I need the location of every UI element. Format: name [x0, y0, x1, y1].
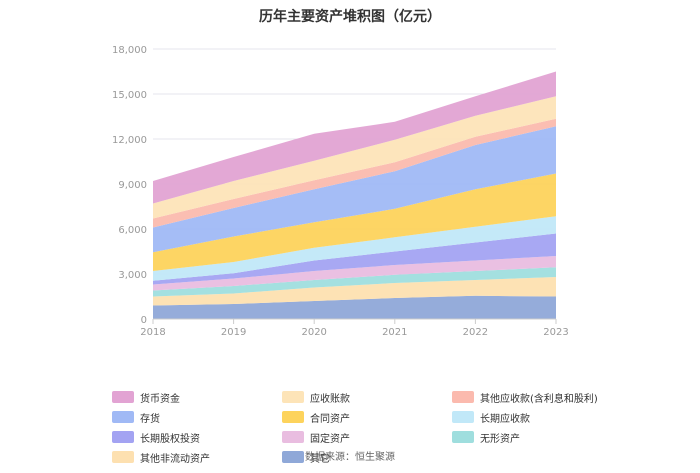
legend-item[interactable]: 长期应收款: [452, 407, 632, 427]
legend-swatch: [452, 411, 474, 423]
legend-item[interactable]: 长期股权投资: [112, 427, 282, 447]
x-tick-label: 2021: [382, 327, 407, 338]
legend-swatch: [452, 431, 474, 443]
legend-label: 其他应收款(含利息和股利): [480, 393, 598, 405]
area-series-货币资金: [153, 71, 556, 204]
legend-swatch: [452, 391, 474, 403]
area-series-其他非流动资产: [153, 277, 556, 306]
legend-label: 其他非流动资产: [140, 453, 210, 465]
legend-item[interactable]: 应收账款: [282, 387, 452, 407]
legend-item[interactable]: 存货: [112, 407, 282, 427]
legend-swatch: [282, 451, 304, 463]
legend-label: 固定资产: [310, 433, 350, 445]
legend-label: 长期股权投资: [140, 433, 200, 445]
legend-label: 存货: [140, 413, 160, 425]
y-tick-label: 0: [141, 315, 147, 326]
legend-label: 货币资金: [140, 393, 180, 405]
chart-title: 历年主要资产堆积图（亿元）: [259, 9, 441, 25]
area-series-应收账款: [153, 96, 556, 219]
legend-swatch: [282, 411, 304, 423]
x-tick-label: 2022: [463, 327, 488, 338]
axis-layer: 0 3,000 6,000 9,000 12,000 15,000 18,000 2018 20…: [112, 45, 569, 338]
legend-swatch: [112, 451, 134, 463]
y-tick-label: 12,000: [112, 135, 147, 146]
legend-label: 合同资产: [310, 413, 350, 425]
legend-item[interactable]: 其它: [282, 447, 452, 467]
x-tick-label: 2019: [221, 327, 246, 338]
area-series-合同资产: [153, 173, 556, 271]
legend-swatch: [112, 431, 134, 443]
legend-swatch: [282, 391, 304, 403]
x-tick-label: 2018: [140, 327, 165, 338]
x-tick-label: 2023: [543, 327, 568, 338]
area-series-长期应收款: [153, 216, 556, 281]
legend-swatch: [112, 411, 134, 423]
legend-item[interactable]: 其他非流动资产: [112, 447, 282, 467]
area-series-无形资产: [153, 267, 556, 297]
y-tick-label: 15,000: [112, 90, 147, 101]
legend-item[interactable]: 固定资产: [282, 427, 452, 447]
y-tick-label: 18,000: [112, 45, 147, 56]
x-tick-label: 2020: [301, 327, 326, 338]
area-layer: [153, 71, 556, 319]
legend-swatch: [282, 431, 304, 443]
area-series-固定资产: [153, 256, 556, 291]
y-tick-label: 3,000: [118, 270, 147, 281]
legend-label: 应收账款: [310, 393, 350, 405]
legend-item[interactable]: 无形资产: [452, 427, 632, 447]
area-series-存货: [153, 126, 556, 253]
y-tick-label: 6,000: [118, 225, 147, 236]
legend-label: 其它: [310, 453, 330, 465]
legend-item[interactable]: 其他应收款(含利息和股利): [452, 387, 632, 407]
chart-legend: 货币资金 应收账款 其他应收款(含利息和股利) 存货 合同资产 长期应收款长期股权投资 固定…: [112, 387, 632, 467]
data-source: 数据来源：恒生聚源: [305, 452, 395, 463]
area-series-长期股权投资: [153, 233, 556, 285]
legend-label: 无形资产: [480, 433, 520, 445]
legend-label: 长期应收款: [480, 413, 530, 425]
area-series-其他应收款(含利息和股利): [153, 118, 556, 228]
y-tick-label: 9,000: [118, 180, 147, 191]
legend-item[interactable]: 货币资金: [112, 387, 282, 407]
legend-swatch: [112, 391, 134, 403]
legend-item[interactable]: 合同资产: [282, 407, 452, 427]
area-series-其它: [153, 295, 556, 319]
